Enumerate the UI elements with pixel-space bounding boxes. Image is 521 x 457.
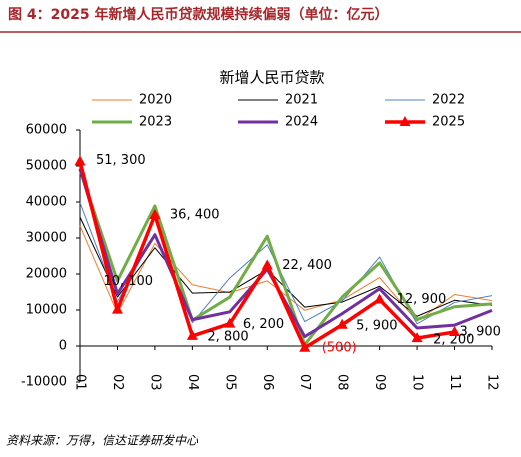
legend-label: 2024 — [285, 115, 318, 130]
data-label: 36, 400 — [170, 207, 220, 222]
marker — [411, 332, 423, 343]
x-tick-label: 05 — [222, 374, 237, 391]
data-label: 5, 900 — [356, 318, 397, 333]
y-tick-label: 10000 — [26, 303, 67, 318]
y-tick-label: 40000 — [26, 195, 67, 210]
legend-label: 2021 — [285, 93, 318, 108]
source: 资料来源：万得，信达证券研发中心 — [6, 434, 199, 448]
x-tick-label: 03 — [147, 374, 162, 391]
y-tick-label: 50000 — [26, 159, 67, 174]
chart-title: 新增人民币贷款 — [219, 69, 324, 87]
x-tick-label: 07 — [297, 374, 312, 391]
legend-label: 2020 — [139, 93, 172, 108]
marker — [111, 303, 123, 314]
marker — [186, 329, 198, 340]
legend-label: 2023 — [139, 115, 172, 130]
marker — [374, 293, 386, 304]
x-tick-label: 06 — [260, 374, 275, 391]
series-line — [78, 169, 493, 347]
data-label: 2, 200 — [433, 333, 474, 348]
x-tick-label: 01 — [73, 374, 88, 391]
x-tick-label: 02 — [110, 374, 125, 391]
x-tick-label: 04 — [185, 374, 200, 391]
legend-marker — [399, 116, 411, 126]
data-label: 10, 100 — [103, 274, 153, 289]
legend-label: 2025 — [432, 115, 465, 130]
marker — [149, 208, 161, 219]
data-label: 2, 800 — [207, 329, 248, 344]
data-label: 51, 300 — [96, 153, 146, 168]
x-tick-label: 10 — [410, 374, 425, 391]
x-tick-label: 09 — [372, 374, 387, 391]
legend-label: 2022 — [432, 93, 465, 108]
x-tick-label: 11 — [447, 374, 462, 391]
marker — [261, 259, 273, 270]
x-tick-label: 08 — [335, 374, 350, 391]
y-tick-label: 0 — [59, 339, 67, 354]
data-label: 12, 900 — [397, 292, 447, 307]
x-tick-label: 12 — [485, 374, 500, 391]
data-label: 6, 200 — [243, 317, 284, 332]
y-tick-label: 60000 — [26, 123, 67, 138]
y-tick-label: -10000 — [21, 375, 67, 390]
marker — [299, 341, 311, 352]
marker — [336, 318, 348, 329]
figure-title: 图 4：2025 年新增人民币贷款规模持续偏弱（单位：亿元） — [8, 6, 388, 23]
marker — [224, 317, 236, 328]
marker — [449, 325, 461, 336]
data-label: (500) — [322, 340, 357, 355]
data-label: 3, 900 — [460, 324, 501, 339]
y-tick-label: 30000 — [26, 231, 67, 246]
marker — [74, 155, 86, 166]
data-label: 22, 400 — [282, 258, 332, 273]
y-tick-label: 20000 — [26, 267, 67, 282]
